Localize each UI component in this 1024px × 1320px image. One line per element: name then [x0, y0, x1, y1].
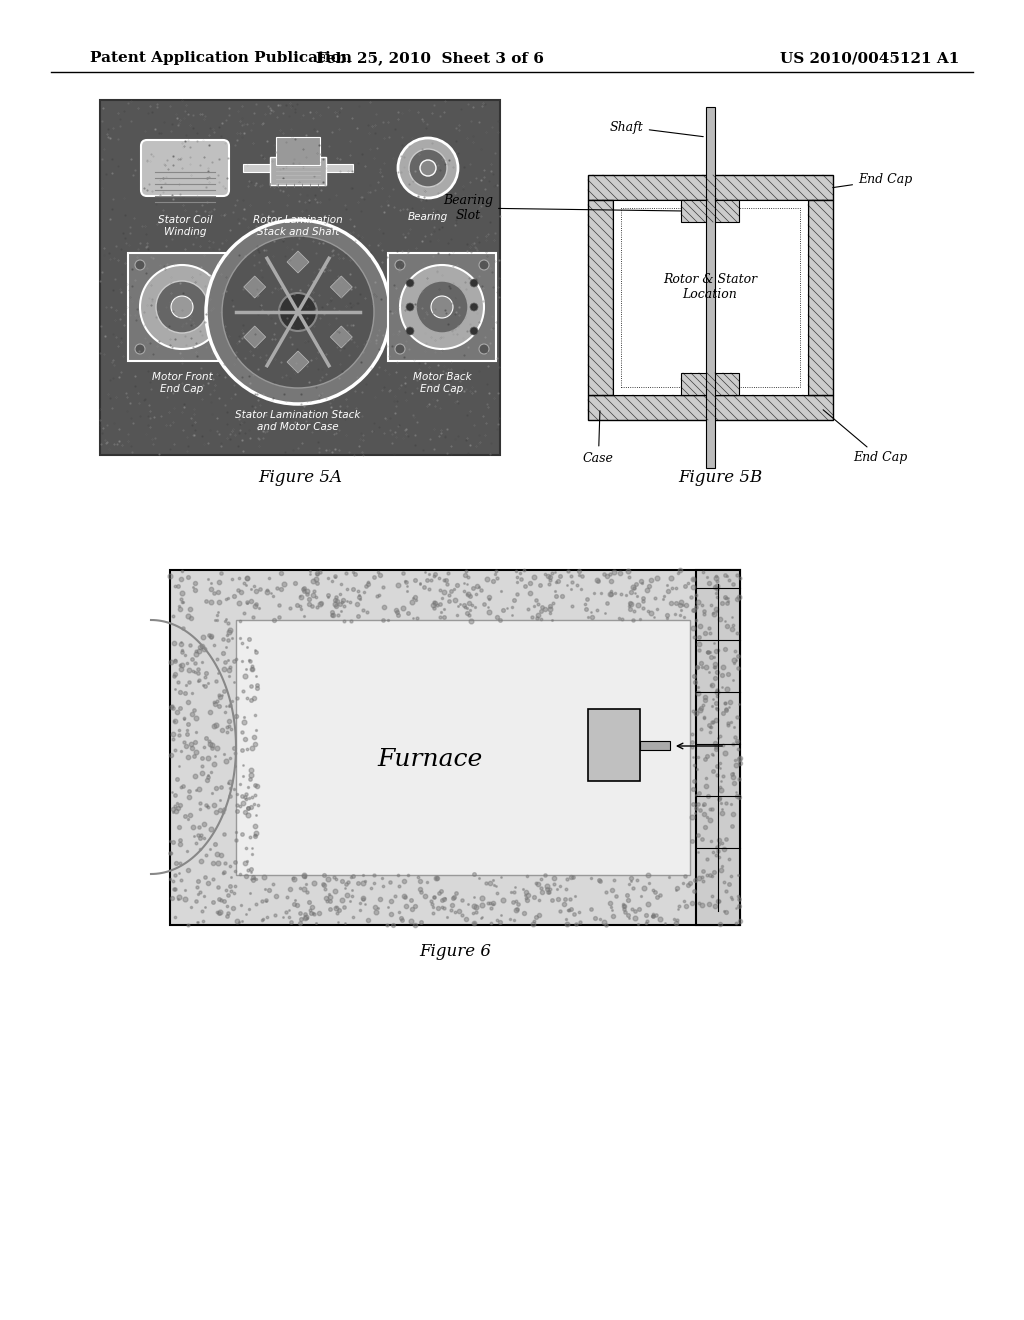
Text: Figure 5B: Figure 5B	[678, 470, 762, 487]
Text: Feb. 25, 2010  Sheet 3 of 6: Feb. 25, 2010 Sheet 3 of 6	[316, 51, 544, 65]
Circle shape	[171, 296, 193, 318]
Text: Rotor Lamination
Stack and Shaft: Rotor Lamination Stack and Shaft	[253, 215, 343, 236]
Circle shape	[470, 304, 478, 312]
Text: Bearing: Bearing	[408, 213, 449, 222]
Polygon shape	[244, 326, 265, 348]
Bar	[276, 137, 319, 165]
FancyBboxPatch shape	[141, 140, 229, 195]
Text: Motor Front
End Cap: Motor Front End Cap	[152, 372, 212, 393]
Circle shape	[219, 345, 229, 354]
Text: Stator Lamination Stack
and Motor Case: Stator Lamination Stack and Motor Case	[236, 411, 360, 432]
Bar	[706, 107, 715, 469]
Bar	[128, 253, 236, 360]
Circle shape	[135, 260, 145, 271]
Text: Shaft: Shaft	[610, 120, 703, 137]
Circle shape	[406, 327, 414, 335]
Text: Figure 5A: Figure 5A	[258, 470, 342, 487]
Bar	[270, 157, 326, 185]
Polygon shape	[287, 351, 309, 374]
Circle shape	[135, 345, 145, 354]
Text: Stator Coil
Winding: Stator Coil Winding	[158, 215, 212, 236]
Bar	[100, 100, 500, 455]
Bar	[696, 570, 740, 925]
Circle shape	[206, 220, 390, 404]
Text: Furnace: Furnace	[378, 747, 482, 771]
Circle shape	[279, 293, 317, 331]
Text: Bearing
Slot: Bearing Slot	[443, 194, 681, 222]
Polygon shape	[331, 276, 352, 298]
Polygon shape	[287, 251, 309, 273]
Text: Case: Case	[583, 411, 613, 465]
Circle shape	[420, 160, 436, 176]
Circle shape	[140, 265, 224, 348]
Circle shape	[395, 260, 406, 271]
Circle shape	[409, 149, 447, 187]
Circle shape	[479, 260, 489, 271]
Circle shape	[219, 260, 229, 271]
Polygon shape	[331, 326, 352, 348]
Circle shape	[400, 265, 484, 348]
Circle shape	[398, 139, 458, 198]
Circle shape	[395, 345, 406, 354]
Circle shape	[156, 281, 208, 333]
Bar	[808, 201, 833, 395]
Bar	[681, 374, 739, 395]
Bar	[613, 201, 808, 395]
Circle shape	[406, 279, 414, 286]
Circle shape	[222, 236, 374, 388]
Polygon shape	[244, 276, 265, 298]
Bar	[388, 253, 496, 360]
Text: End Cap: End Cap	[833, 173, 912, 187]
Text: End Cap: End Cap	[823, 409, 907, 465]
Text: Motor Back
End Cap: Motor Back End Cap	[413, 372, 471, 393]
Bar	[170, 570, 740, 925]
Text: Patent Application Publication: Patent Application Publication	[90, 51, 352, 65]
Bar	[236, 620, 690, 875]
Text: US 2010/0045121 A1: US 2010/0045121 A1	[780, 51, 959, 65]
Bar	[588, 709, 640, 781]
Bar	[621, 209, 800, 387]
Circle shape	[470, 327, 478, 335]
Circle shape	[431, 296, 453, 318]
Text: Rotor & Stator
Location: Rotor & Stator Location	[663, 273, 757, 301]
Bar	[640, 741, 670, 750]
Circle shape	[470, 279, 478, 286]
Bar	[243, 164, 353, 172]
Circle shape	[416, 281, 468, 333]
Text: Figure 6: Figure 6	[419, 944, 490, 961]
Bar	[588, 201, 613, 395]
Circle shape	[406, 304, 414, 312]
Circle shape	[479, 345, 489, 354]
Bar	[588, 395, 833, 420]
Bar	[588, 176, 833, 201]
Bar	[681, 201, 739, 222]
